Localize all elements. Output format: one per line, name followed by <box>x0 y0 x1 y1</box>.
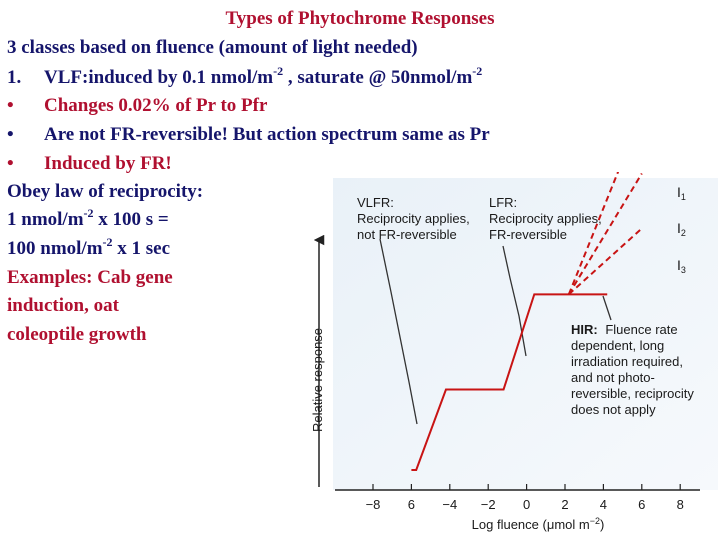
item-1-text-a: VLF:induced by 0.1 nmol/m <box>44 67 274 88</box>
x-tick-label: 8 <box>677 497 684 512</box>
eq2-exp: -2 <box>102 234 113 249</box>
vlfr-label-line: Reciprocity applies, <box>357 211 470 226</box>
bullet-item: • Are not FR-reversible! But action spect… <box>7 120 490 150</box>
item-1-exp-2: -2 <box>472 63 483 78</box>
x-tick-label: 0 <box>523 497 530 512</box>
slide-title: Types of Phytochrome Responses <box>225 8 495 29</box>
hir-label-bold: HIR: <box>571 322 598 337</box>
bullet-text: Changes 0.02% of Pr to Pfr <box>44 95 268 116</box>
x-tick-label: 6 <box>638 497 645 512</box>
x-axis-label-end: ) <box>600 517 604 532</box>
lfr-label-line: FR-reversible <box>489 227 567 242</box>
hir-pointer-line <box>602 295 612 321</box>
item-1-line: 1. VLF:induced by 0.1 nmol/m-2 , saturate… <box>7 63 482 93</box>
eq1-text-a: 1 nmol/m <box>7 209 84 230</box>
lfr-label-line: LFR: <box>489 195 517 210</box>
item-1-number: 1. <box>7 67 22 88</box>
eq1-exp: -2 <box>83 205 94 220</box>
bullet-mark: • <box>7 95 14 116</box>
bullet-text: Are not FR-reversible! But action spectr… <box>44 124 490 145</box>
irradiance-curve-i2 <box>567 173 643 295</box>
irradiance-label-sub: 3 <box>681 265 686 275</box>
hir-label-line: Fluence rate <box>605 322 677 337</box>
x-tick-label: −2 <box>481 497 496 512</box>
lfr-label-line: Reciprocity applies, <box>489 211 602 226</box>
x-axis-label-exp: −2 <box>590 516 600 526</box>
fluence-response-chart: Relative response Log fluence (μmol m−2)… <box>310 172 718 532</box>
item-1-exp-1: -2 <box>273 63 284 78</box>
irradiance-label-letter: I <box>677 184 681 200</box>
intro-text: 3 classes based on fluence (amount of li… <box>7 37 418 58</box>
irradiance-label-i3: I3 <box>677 257 686 275</box>
vlfr-pointer-line <box>379 238 418 425</box>
reciprocity-equation-1: 1 nmol/m-2 x 100 s = <box>7 205 169 235</box>
x-axis-label-main: Log fluence (μmol m <box>472 517 590 532</box>
lfr-label: LFR: Reciprocity applies, FR-reversible <box>489 195 605 242</box>
x-tick-label: 4 <box>600 497 607 512</box>
vlfr-label: VLFR: Reciprocity applies, not FR-revers… <box>357 195 473 242</box>
response-curve <box>411 293 608 471</box>
bullet-item: • Induced by FR! <box>7 149 172 179</box>
irradiance-label-i2: I2 <box>677 220 686 238</box>
hir-label-line: reversible, reciprocity <box>571 386 694 401</box>
x-tick-label: −8 <box>366 497 381 512</box>
reciprocity-heading: Obey law of reciprocity: <box>7 181 204 202</box>
vlfr-label-line: not FR-reversible <box>357 227 457 242</box>
lfr-pointer-line <box>502 245 527 357</box>
bullet-mark: • <box>7 153 14 174</box>
irradiance-curve-i3 <box>568 227 643 296</box>
examples-line: coleoptile growth <box>7 324 147 345</box>
hir-label: HIR: Fluence rate dependent, long irradi… <box>571 322 697 417</box>
y-axis-label: Relative response <box>310 328 325 432</box>
irradiance-label-sub: 1 <box>681 192 686 202</box>
hir-label-line: dependent, long <box>571 338 664 353</box>
irradiance-label-i1: I1 <box>677 184 686 202</box>
irradiance-label-letter: I <box>677 220 681 236</box>
figure-background <box>333 178 718 490</box>
vlfr-label-line: VLFR: <box>357 195 394 210</box>
irradiance-curve-i1 <box>567 172 620 295</box>
hir-label-line: does not apply <box>571 402 656 417</box>
hir-label-line: irradiation required, <box>571 354 683 369</box>
bullet-text: Induced by FR! <box>44 153 172 174</box>
bullet-item: • Changes 0.02% of Pr to Pfr <box>7 91 267 121</box>
eq2-text-b: x 1 sec <box>112 238 171 259</box>
hir-label-line: and not photo- <box>571 370 655 385</box>
x-tick-label: −4 <box>442 497 457 512</box>
examples-line: Examples: Cab gene <box>7 267 173 288</box>
x-tick-label: 2 <box>561 497 568 512</box>
examples-line: induction, oat <box>7 295 119 316</box>
irradiance-label-sub: 2 <box>681 228 686 238</box>
reciprocity-equation-2: 100 nmol/m-2 x 1 sec <box>7 234 170 264</box>
intro-line: 3 classes based on fluence (amount of li… <box>7 33 418 63</box>
eq2-text-a: 100 nmol/m <box>7 238 103 259</box>
eq1-text-b: x 100 s = <box>93 209 169 230</box>
bullet-mark: • <box>7 124 14 145</box>
fluence-response-figure: Relative response Log fluence (μmol m−2)… <box>305 172 718 538</box>
x-axis-label: Log fluence (μmol m−2) <box>472 516 605 532</box>
item-1-text-b: , saturate @ 50nmol/m <box>283 67 473 88</box>
x-tick-label: 6 <box>408 497 415 512</box>
irradiance-label-letter: I <box>677 257 681 273</box>
